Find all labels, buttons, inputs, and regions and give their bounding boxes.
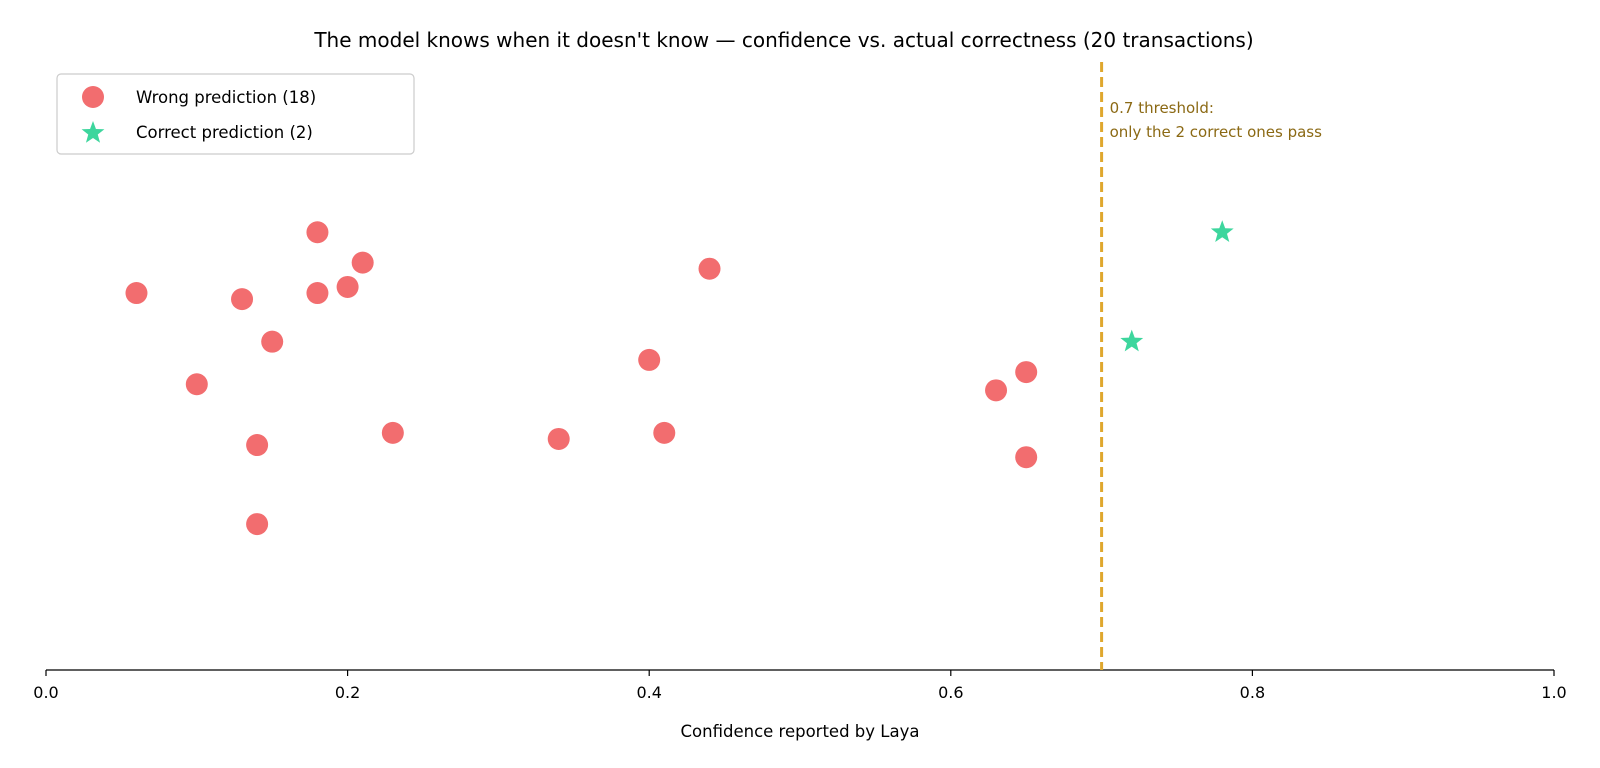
chart-title: The model knows when it doesn't know — c… (313, 28, 1253, 52)
wrong-prediction-point (698, 257, 721, 280)
x-tick-label: 0.8 (1240, 683, 1265, 702)
correct-prediction-point (1210, 220, 1234, 242)
wrong-prediction-point (246, 434, 269, 457)
wrong-prediction-point (351, 251, 374, 274)
x-tick-label: 0.4 (636, 683, 661, 702)
wrong-prediction-point (336, 275, 359, 298)
legend-correct-label: Correct prediction (2) (136, 123, 313, 142)
x-tick-label: 0.2 (335, 683, 360, 702)
wrong-prediction-point (231, 288, 254, 311)
wrong-prediction-point (985, 379, 1008, 402)
threshold-label-line2: only the 2 correct ones pass (1110, 123, 1323, 141)
correct-prediction-point (1120, 329, 1144, 352)
legend-correct-marker (81, 121, 105, 143)
wrong-prediction-point (246, 513, 269, 536)
x-tick-label: 0.6 (938, 683, 963, 702)
legend: Wrong prediction (18) Correct prediction… (56, 73, 415, 155)
x-tick-label: 0.0 (33, 683, 58, 702)
wrong-prediction-point (638, 348, 661, 371)
x-tick-label: 1.0 (1541, 683, 1566, 702)
legend-box (56, 73, 415, 155)
wrong-prediction-point (547, 427, 570, 450)
threshold-label-line1: 0.7 threshold: (1110, 99, 1214, 117)
x-axis-ticks: 0.0 0.2 0.4 0.6 0.8 1.0 (33, 670, 1567, 702)
wrong-prediction-point (1015, 446, 1038, 469)
wrong-prediction-point (306, 282, 329, 305)
wrong-prediction-point (125, 282, 148, 305)
x-axis-label: Confidence reported by Laya (681, 722, 920, 741)
legend-wrong-label: Wrong prediction (18) (136, 88, 316, 107)
wrong-prediction-point (185, 373, 208, 396)
wrong-prediction-point (306, 221, 329, 244)
wrong-prediction-point (261, 330, 284, 353)
wrong-prediction-point (1015, 361, 1038, 384)
wrong-prediction-point (381, 421, 404, 444)
legend-wrong-marker (82, 86, 104, 108)
wrong-prediction-point (653, 421, 676, 444)
data-points (125, 220, 1234, 536)
